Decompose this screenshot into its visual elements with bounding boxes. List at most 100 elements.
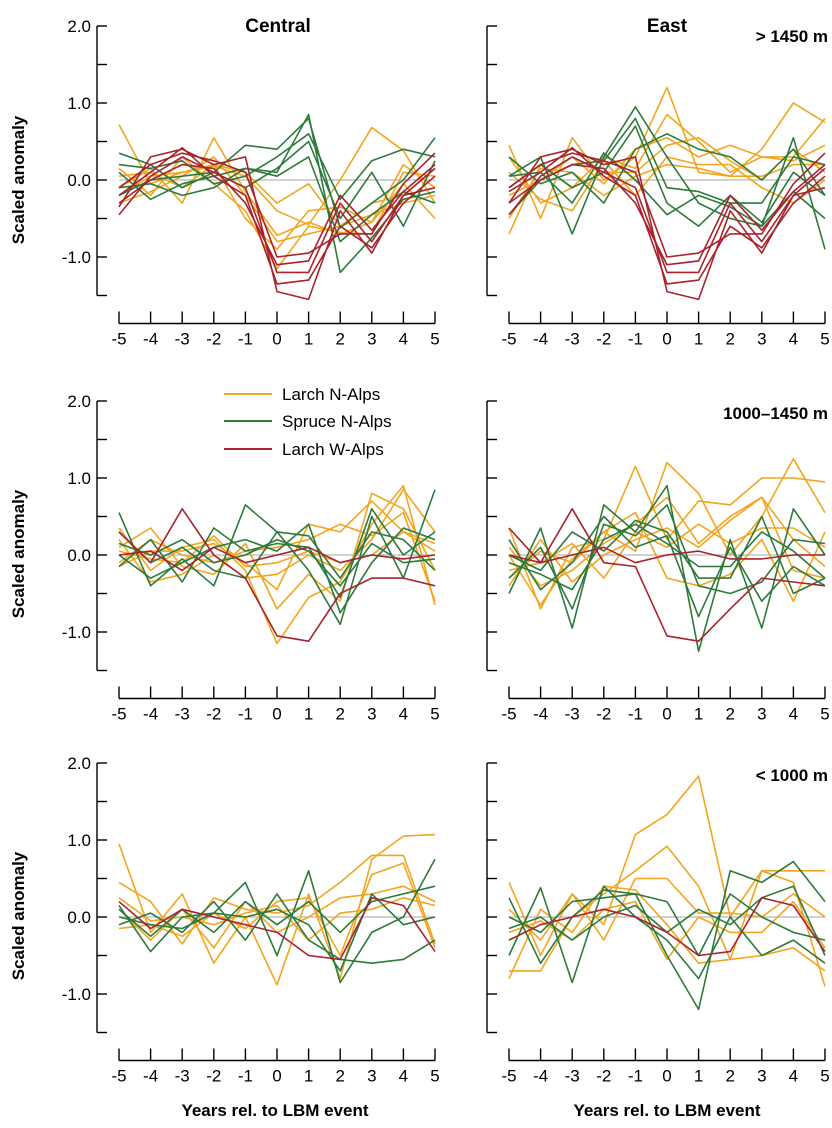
series-line-larch-n-6: [508, 163, 825, 219]
series-line-larch-n-1: [508, 775, 825, 957]
series-line-larch-n-2: [118, 492, 436, 610]
legend-label-spruce-n-alps: Spruce N-Alps: [282, 412, 392, 431]
x-tick-label: 4: [789, 330, 798, 349]
x-axis-label-east: Years rel. to LBM event: [573, 1101, 760, 1120]
series-line-larch-n-4: [508, 523, 826, 579]
x-tick-label: 1: [694, 1067, 703, 1086]
x-tick-label: 5: [820, 330, 829, 349]
series-line-larch-n-3: [118, 500, 436, 591]
x-tick-label: 2: [725, 330, 734, 349]
x-tick-label: -5: [501, 1067, 516, 1086]
x-tick-label: -2: [206, 705, 221, 724]
x-tick-label: 2: [335, 705, 344, 724]
series-line-larch-w-14: [508, 156, 826, 274]
x-tick-label: 0: [272, 705, 281, 724]
series-line-larch-n-2: [508, 457, 826, 579]
y-tick-label: 0.0: [67, 546, 91, 565]
x-tick-label: 5: [430, 705, 439, 724]
x-tick-label: -2: [596, 705, 611, 724]
x-tick-label: 3: [367, 330, 376, 349]
series-line-larch-n-1: [118, 484, 436, 645]
x-tick-label: -3: [565, 1067, 580, 1086]
series-line-spruce-n-9: [508, 133, 826, 204]
x-tick-label: 0: [662, 330, 671, 349]
series-line-larch-w-13: [508, 146, 826, 285]
panels: 2.0 1.0 0.0 -1.0 -5 -4 -3 -2 -1 0 1 2 3 4 5 -5 -4 -3 -2 -1 0…: [62, 17, 830, 1086]
x-tick-label: -5: [111, 705, 126, 724]
x-tick-label: 0: [272, 1067, 281, 1086]
band-label-high: > 1450 m: [756, 27, 828, 46]
legend: Larch N-Alps Spruce N-Alps Larch W-Alps: [224, 385, 392, 459]
x-tick-label: 1: [694, 705, 703, 724]
x-tick-label: -2: [206, 1067, 221, 1086]
x-tick-label: -5: [111, 330, 126, 349]
series-line-larch-n-4: [118, 163, 436, 251]
x-tick-label: 1: [304, 1067, 313, 1086]
series-line-spruce-n-11: [508, 523, 826, 591]
series-line-spruce-n-8: [508, 893, 826, 957]
panel-east-1450-m: -5 -4 -3 -2 -1 0 1 2 3 4 5: [486, 25, 830, 349]
y-axis-label-top: Scaled anomaly: [9, 115, 28, 244]
series-line-larch-w-14: [118, 156, 436, 274]
x-tick-label: 1: [694, 330, 703, 349]
column-title-central: Central: [245, 16, 310, 37]
x-tick-label: 5: [820, 705, 829, 724]
panel-east-1000-1450-m: -5 -4 -3 -2 -1 0 1 2 3 4 5: [486, 400, 830, 724]
x-tick-label: 2: [335, 1067, 344, 1086]
series-line-spruce-n-10: [118, 140, 436, 227]
x-tick-label: 4: [399, 1067, 408, 1086]
x-tick-label: 4: [789, 1067, 798, 1086]
y-tick-label: -1.0: [62, 248, 91, 267]
y-tick-label: 0.0: [67, 908, 91, 927]
x-tick-label: 4: [399, 330, 408, 349]
series-line-larch-n-6: [118, 156, 436, 243]
x-tick-label: -5: [111, 1067, 126, 1086]
y-axis-label-middle: Scaled anomaly: [9, 489, 28, 618]
series-line-larch-n-2: [508, 113, 826, 235]
y-tick-label: 1.0: [67, 831, 91, 850]
x-tick-label: -2: [206, 330, 221, 349]
series-line-larch-n-3: [508, 885, 826, 979]
panel-central-1000-m: 2.0 1.0 0.0 -1.0 -5 -4 -3 -2 -1 0 1 2 3 4 5: [62, 754, 440, 1086]
y-axis-label-bottom: Scaled anomaly: [9, 851, 28, 980]
x-tick-label: -1: [628, 1067, 643, 1086]
series-line-larch-n-5: [508, 900, 826, 961]
series-line-larch-n-2: [118, 854, 436, 945]
series-line-larch-w-12: [118, 507, 436, 643]
x-tick-label: 0: [662, 1067, 671, 1086]
series-line-larch-w-16: [118, 163, 436, 266]
x-tick-label: 4: [399, 705, 408, 724]
series-line-spruce-n-9: [118, 531, 436, 579]
y-tick-label: 2.0: [67, 392, 91, 411]
band-label-low: < 1000 m: [756, 766, 828, 785]
x-tick-label: -3: [175, 705, 190, 724]
x-tick-label: -1: [238, 705, 253, 724]
panel-central-1450-m: 2.0 1.0 0.0 -1.0 -5 -4 -3 -2 -1 0 1 2 3 4 5: [62, 17, 440, 349]
band-label-mid: 1000–1450 m: [723, 404, 828, 423]
series-line-larch-w-13: [118, 546, 436, 572]
x-tick-label: 4: [789, 705, 798, 724]
series-line-larch-w-13: [508, 546, 825, 564]
x-tick-label: 0: [272, 330, 281, 349]
x-tick-label: -4: [533, 705, 548, 724]
x-tick-label: 2: [725, 1067, 734, 1086]
series-line-larch-n-4: [118, 862, 436, 957]
series-line-spruce-n-7: [508, 484, 826, 653]
x-tick-label: -4: [533, 1067, 548, 1086]
x-axis-label-central: Years rel. to LBM event: [181, 1101, 368, 1120]
y-tick-label: 1.0: [67, 469, 91, 488]
series-line-spruce-n-11: [118, 538, 436, 587]
series-line-spruce-n-10: [118, 523, 436, 614]
panel-central-1000-1450-m: 2.0 1.0 0.0 -1.0 -5 -4 -3 -2 -1 0 1 2 3 4 5: [62, 392, 440, 724]
legend-label-larch-n-alps: Larch N-Alps: [282, 385, 380, 404]
series-line-larch-w-10: [118, 896, 436, 961]
x-tick-label: -1: [238, 330, 253, 349]
x-tick-label: -4: [143, 705, 158, 724]
series-line-spruce-n-8: [118, 885, 436, 938]
series-line-spruce-n-8: [508, 515, 826, 595]
series-line-spruce-n-11: [118, 156, 436, 243]
series-line-spruce-n-7: [508, 106, 826, 250]
series-line-spruce-n-7: [508, 885, 826, 984]
x-tick-label: 1: [304, 705, 313, 724]
panel-east-1000-m: -5 -4 -3 -2 -1 0 1 2 3 4 5: [486, 762, 830, 1086]
